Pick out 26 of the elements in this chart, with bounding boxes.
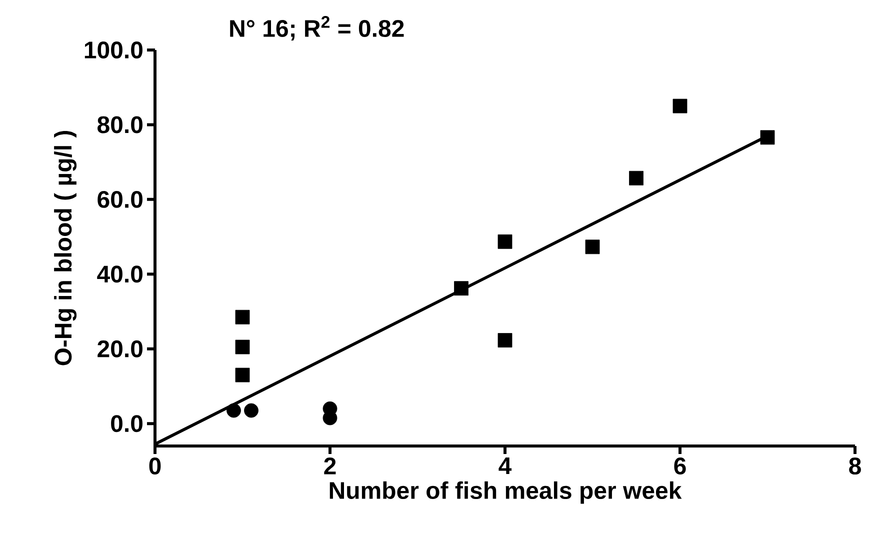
y-axis-title: O-Hg in blood ( µg/l ) (54, 130, 77, 366)
y-tick-label: 100.0 (84, 42, 142, 58)
point (454, 281, 468, 296)
x-tick-label: 4 (498, 458, 512, 474)
chart-title: N° 16; R$^{2}$ = 0.82 (230, 16, 404, 40)
y-tick-label: 40.0 (97, 266, 142, 283)
x-axis-title: Number of fish meals per week (330, 481, 682, 504)
y-tick-label: 20.0 (98, 340, 142, 358)
y-tick-label: 60.0 (98, 190, 142, 208)
point (226, 403, 241, 418)
point (760, 130, 775, 145)
point (585, 240, 600, 254)
point (672, 98, 688, 114)
point (629, 170, 644, 186)
x-tick-label: 8 (849, 458, 861, 475)
y-tick-label: 80.0 (98, 116, 142, 134)
point (244, 403, 258, 418)
point (498, 234, 512, 249)
point (498, 333, 512, 348)
x-tick-label: 6 (674, 458, 686, 475)
y-tick-label: 0.0 (111, 415, 142, 432)
point (235, 340, 250, 354)
point (235, 310, 250, 324)
point (235, 368, 250, 382)
x-tick-label: 0 (149, 458, 161, 475)
x-tick-label: 2 (324, 458, 336, 474)
